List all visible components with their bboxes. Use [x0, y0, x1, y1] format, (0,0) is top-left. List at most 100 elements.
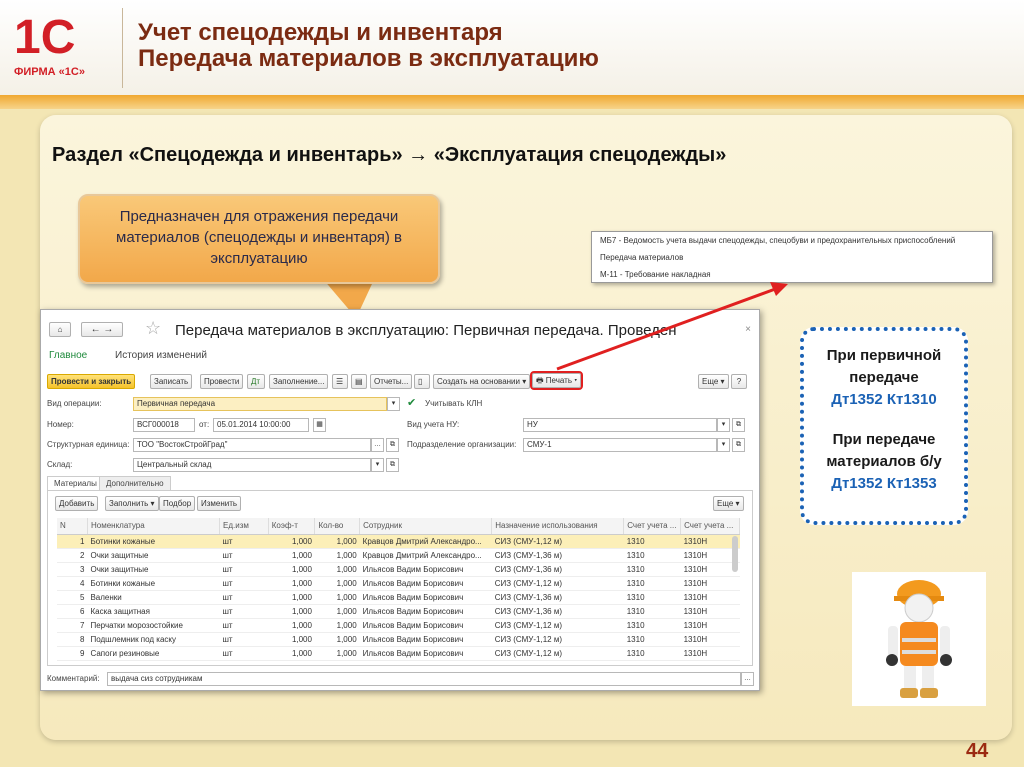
- table-cell: 1,000: [268, 632, 315, 647]
- table-row[interactable]: 5 Валенки шт 1,000 1,000 Ильясов Вадим Борисо…: [57, 590, 740, 605]
- table-row[interactable]: 1 Ботинки кожаные шт 1,000 1,000 Кравцов Дмит…: [57, 534, 740, 549]
- date-field[interactable]: 05.01.2014 10:00:00: [213, 418, 309, 432]
- warehouse-select[interactable]: Центральный склад: [133, 458, 371, 472]
- wh-label: Склад:: [47, 460, 73, 469]
- create-based-button[interactable]: Создать на основании ▾: [433, 374, 531, 389]
- info-box: При первичной передаче Дт1352 Кт1310 При…: [800, 327, 968, 525]
- tab-panel: [47, 490, 753, 666]
- print-menu-item[interactable]: Передача материалов: [600, 253, 684, 262]
- table-cell: 1310Н: [680, 604, 740, 619]
- print-menu-item[interactable]: М-11 - Требование накладная: [600, 270, 711, 279]
- column-header[interactable]: Номенклатура: [87, 518, 221, 535]
- table-cell: Ильясов Вадим Борисович: [359, 590, 492, 605]
- operation-select[interactable]: Первичная передача: [133, 397, 387, 411]
- table-cell: Ильясов Вадим Борисович: [359, 562, 492, 577]
- table-cell: 1310Н: [680, 618, 740, 633]
- reports-button[interactable]: Отчеты...: [370, 374, 413, 389]
- info-entry: Дт1352 Кт1310: [831, 391, 937, 408]
- back-forward-buttons[interactable]: ← →: [81, 322, 123, 337]
- table-more-button[interactable]: Еще ▾: [713, 496, 744, 511]
- table-row[interactable]: 7 Перчатки морозостойкие шт 1,000 1,000 Ильяс…: [57, 618, 740, 633]
- chevron-down-icon[interactable]: ▾: [387, 397, 400, 411]
- ellipsis-icon[interactable]: …: [371, 438, 384, 452]
- column-header[interactable]: Назначение использования: [491, 518, 625, 535]
- edit-button[interactable]: Изменить: [197, 496, 242, 511]
- comment-field[interactable]: выдача сиз сотрудникам: [107, 672, 741, 686]
- chevron-down-icon[interactable]: ▾: [717, 418, 730, 432]
- table-cell: 1310Н: [680, 534, 740, 549]
- table-cell: Ботинки кожаные: [87, 576, 220, 591]
- nav-main[interactable]: Главное: [49, 350, 88, 361]
- calendar-icon[interactable]: ▦: [313, 418, 326, 432]
- unit-label: Структурная единица:: [47, 440, 130, 449]
- column-header[interactable]: Кол-во: [314, 518, 361, 535]
- post-button[interactable]: Провести: [200, 374, 244, 389]
- table-cell: 1,000: [268, 618, 315, 633]
- table-row[interactable]: 9 Сапоги резиновые шт 1,000 1,000 Ильясов Вад…: [57, 646, 740, 661]
- home-button[interactable]: ⌂: [49, 322, 71, 337]
- fill-table-label: Заполнить: [109, 499, 149, 508]
- column-header[interactable]: Ед.изм: [219, 518, 269, 535]
- pick-button[interactable]: Подбор: [159, 496, 196, 511]
- column-header[interactable]: Счет учета ...: [623, 518, 682, 535]
- dept-select[interactable]: СМУ-1: [523, 438, 717, 452]
- logo-mark: 1С: [14, 11, 76, 64]
- table-cell: 1310: [623, 548, 681, 563]
- help-button[interactable]: ?: [731, 374, 747, 389]
- window-title: Передача материалов в эксплуатацию: Перв…: [175, 322, 677, 339]
- save-button[interactable]: Записать: [150, 374, 193, 389]
- column-header[interactable]: N: [57, 518, 88, 535]
- checkbox-kln[interactable]: ✔: [407, 397, 417, 409]
- fill-table-button[interactable]: Заполнить ▾: [105, 496, 159, 511]
- title-line-1: Учет спецодежды и инвентаря: [138, 19, 503, 46]
- table-cell: шт: [219, 562, 269, 577]
- open-icon[interactable]: ⧉: [386, 458, 399, 472]
- unit-field[interactable]: ТОО "ВостокСтройГрад": [133, 438, 371, 452]
- favorite-star-icon[interactable]: ☆: [145, 318, 162, 338]
- table-cell: 1310Н: [680, 548, 740, 563]
- table-cell: Ильясов Вадим Борисович: [359, 632, 492, 647]
- table-cell: Ильясов Вадим Борисович: [359, 576, 492, 591]
- list-icon[interactable]: ☰: [332, 374, 348, 389]
- column-header[interactable]: Коэф-т: [268, 518, 316, 535]
- table-cell: 1310: [623, 618, 681, 633]
- scrollbar[interactable]: [732, 536, 738, 572]
- print-menu-item[interactable]: МБ7 - Ведомость учета выдачи спецодежды,…: [600, 236, 956, 245]
- table-row[interactable]: 4 Ботинки кожаные шт 1,000 1,000 Ильясов Вади…: [57, 576, 740, 591]
- print-button[interactable]: 🖶 Печать ▾: [529, 371, 584, 390]
- table-cell: 9: [57, 646, 88, 661]
- open-icon[interactable]: ⧉: [732, 438, 745, 452]
- table-cell: 1310Н: [680, 590, 740, 605]
- chevron-down-icon[interactable]: ▾: [371, 458, 384, 472]
- column-header[interactable]: Счет учета ...: [680, 518, 740, 535]
- ellipsis-icon[interactable]: …: [741, 672, 754, 686]
- column-header[interactable]: Сотрудник: [359, 518, 493, 535]
- table-cell: 1310: [623, 562, 681, 577]
- nav-history[interactable]: История изменений: [115, 350, 207, 361]
- table-cell: 1,000: [314, 632, 360, 647]
- post-close-button[interactable]: Провести и закрыть: [47, 374, 136, 389]
- open-icon[interactable]: ⧉: [732, 418, 745, 432]
- chevron-down-icon[interactable]: ▾: [717, 438, 730, 452]
- number-field[interactable]: ВСГ000018: [133, 418, 195, 432]
- fill-button[interactable]: Заполнение...: [269, 374, 329, 389]
- table-row[interactable]: 2 Очки защитные шт 1,000 1,000 Кравцов Дмитри…: [57, 548, 740, 563]
- table-row[interactable]: 8 Подшлемник под каску шт 1,000 1,000 Ильясов…: [57, 632, 740, 647]
- dt-kt-icon[interactable]: Дт: [247, 374, 265, 389]
- more-button[interactable]: Еще ▾: [698, 374, 729, 389]
- divider: [122, 8, 123, 88]
- close-icon[interactable]: ×: [745, 324, 751, 335]
- table-cell: 5: [57, 590, 88, 605]
- structure-icon[interactable]: ▤: [351, 374, 367, 389]
- table-cell: 2: [57, 548, 88, 563]
- table-row[interactable]: 3 Очки защитные шт 1,000 1,000 Ильясов Вадим …: [57, 562, 740, 577]
- open-icon[interactable]: ⧉: [386, 438, 399, 452]
- nu-select[interactable]: НУ: [523, 418, 717, 432]
- add-button[interactable]: Добавить: [55, 496, 99, 511]
- table-cell: СИЗ (СМУ-1,36 м): [491, 548, 624, 563]
- document-icon[interactable]: ▯: [414, 374, 430, 389]
- dept-label: Подразделение организации:: [407, 440, 517, 449]
- table-row[interactable]: 6 Каска защитная шт 1,000 1,000 Ильясов Вадим…: [57, 604, 740, 619]
- logo-1c: 1С ФИРМА «1С»: [10, 10, 115, 85]
